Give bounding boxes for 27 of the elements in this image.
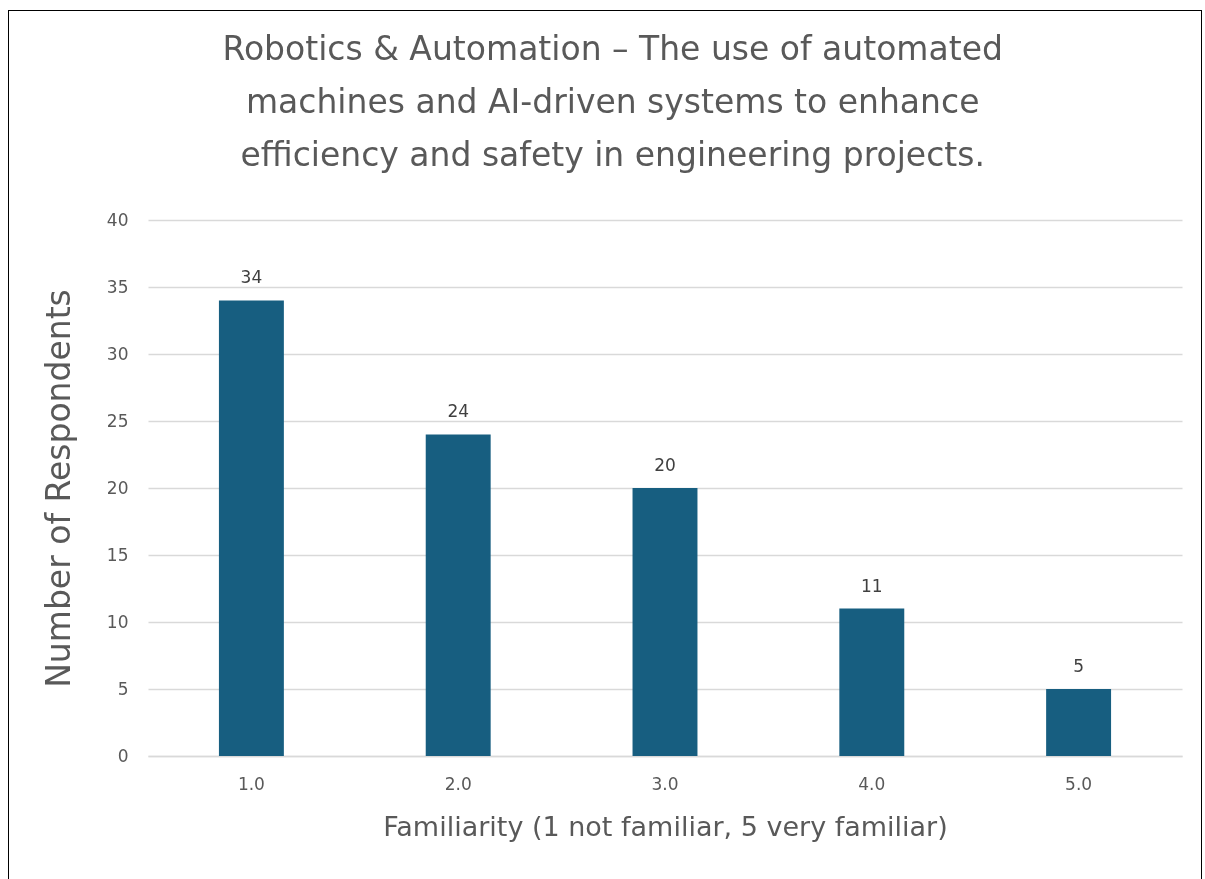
y-tick-label: 35: [106, 276, 129, 297]
y-tick-label: 30: [106, 343, 129, 364]
chart-title: Robotics & Automation – The use of automated machines and AI-driven systems to enhance efficiency and safety in engineering projects.: [222, 29, 1003, 174]
y-tick-label: 5: [117, 678, 129, 699]
data-label: 24: [447, 401, 470, 422]
x-tick-label: 1.0: [237, 773, 265, 794]
bar: [839, 608, 905, 756]
bar: [425, 434, 491, 756]
x-tick-label: 3.0: [651, 773, 679, 794]
x-tick-label: 5.0: [1065, 773, 1093, 794]
y-tick-label: 25: [106, 410, 129, 431]
y-axis-title: Number of Respondents: [38, 289, 78, 688]
data-label: 34: [240, 267, 263, 288]
bar: [218, 300, 284, 756]
data-label: 5: [1073, 656, 1085, 676]
y-tick-label: 20: [106, 477, 129, 498]
y-tick-label: 10: [106, 611, 129, 632]
x-tick-label: 2.0: [444, 773, 472, 794]
bar: [632, 488, 698, 756]
y-tick-label: 15: [106, 544, 129, 565]
x-tick-label: 4.0: [858, 773, 886, 794]
y-tick-label: 40: [106, 209, 129, 230]
bar: [1046, 689, 1112, 756]
data-label: 11: [860, 575, 883, 596]
x-axis-title: Familiarity (1 not familiar, 5 very familiar): [383, 810, 948, 842]
y-tick-label: 0: [117, 745, 129, 766]
data-label: 20: [654, 455, 676, 475]
